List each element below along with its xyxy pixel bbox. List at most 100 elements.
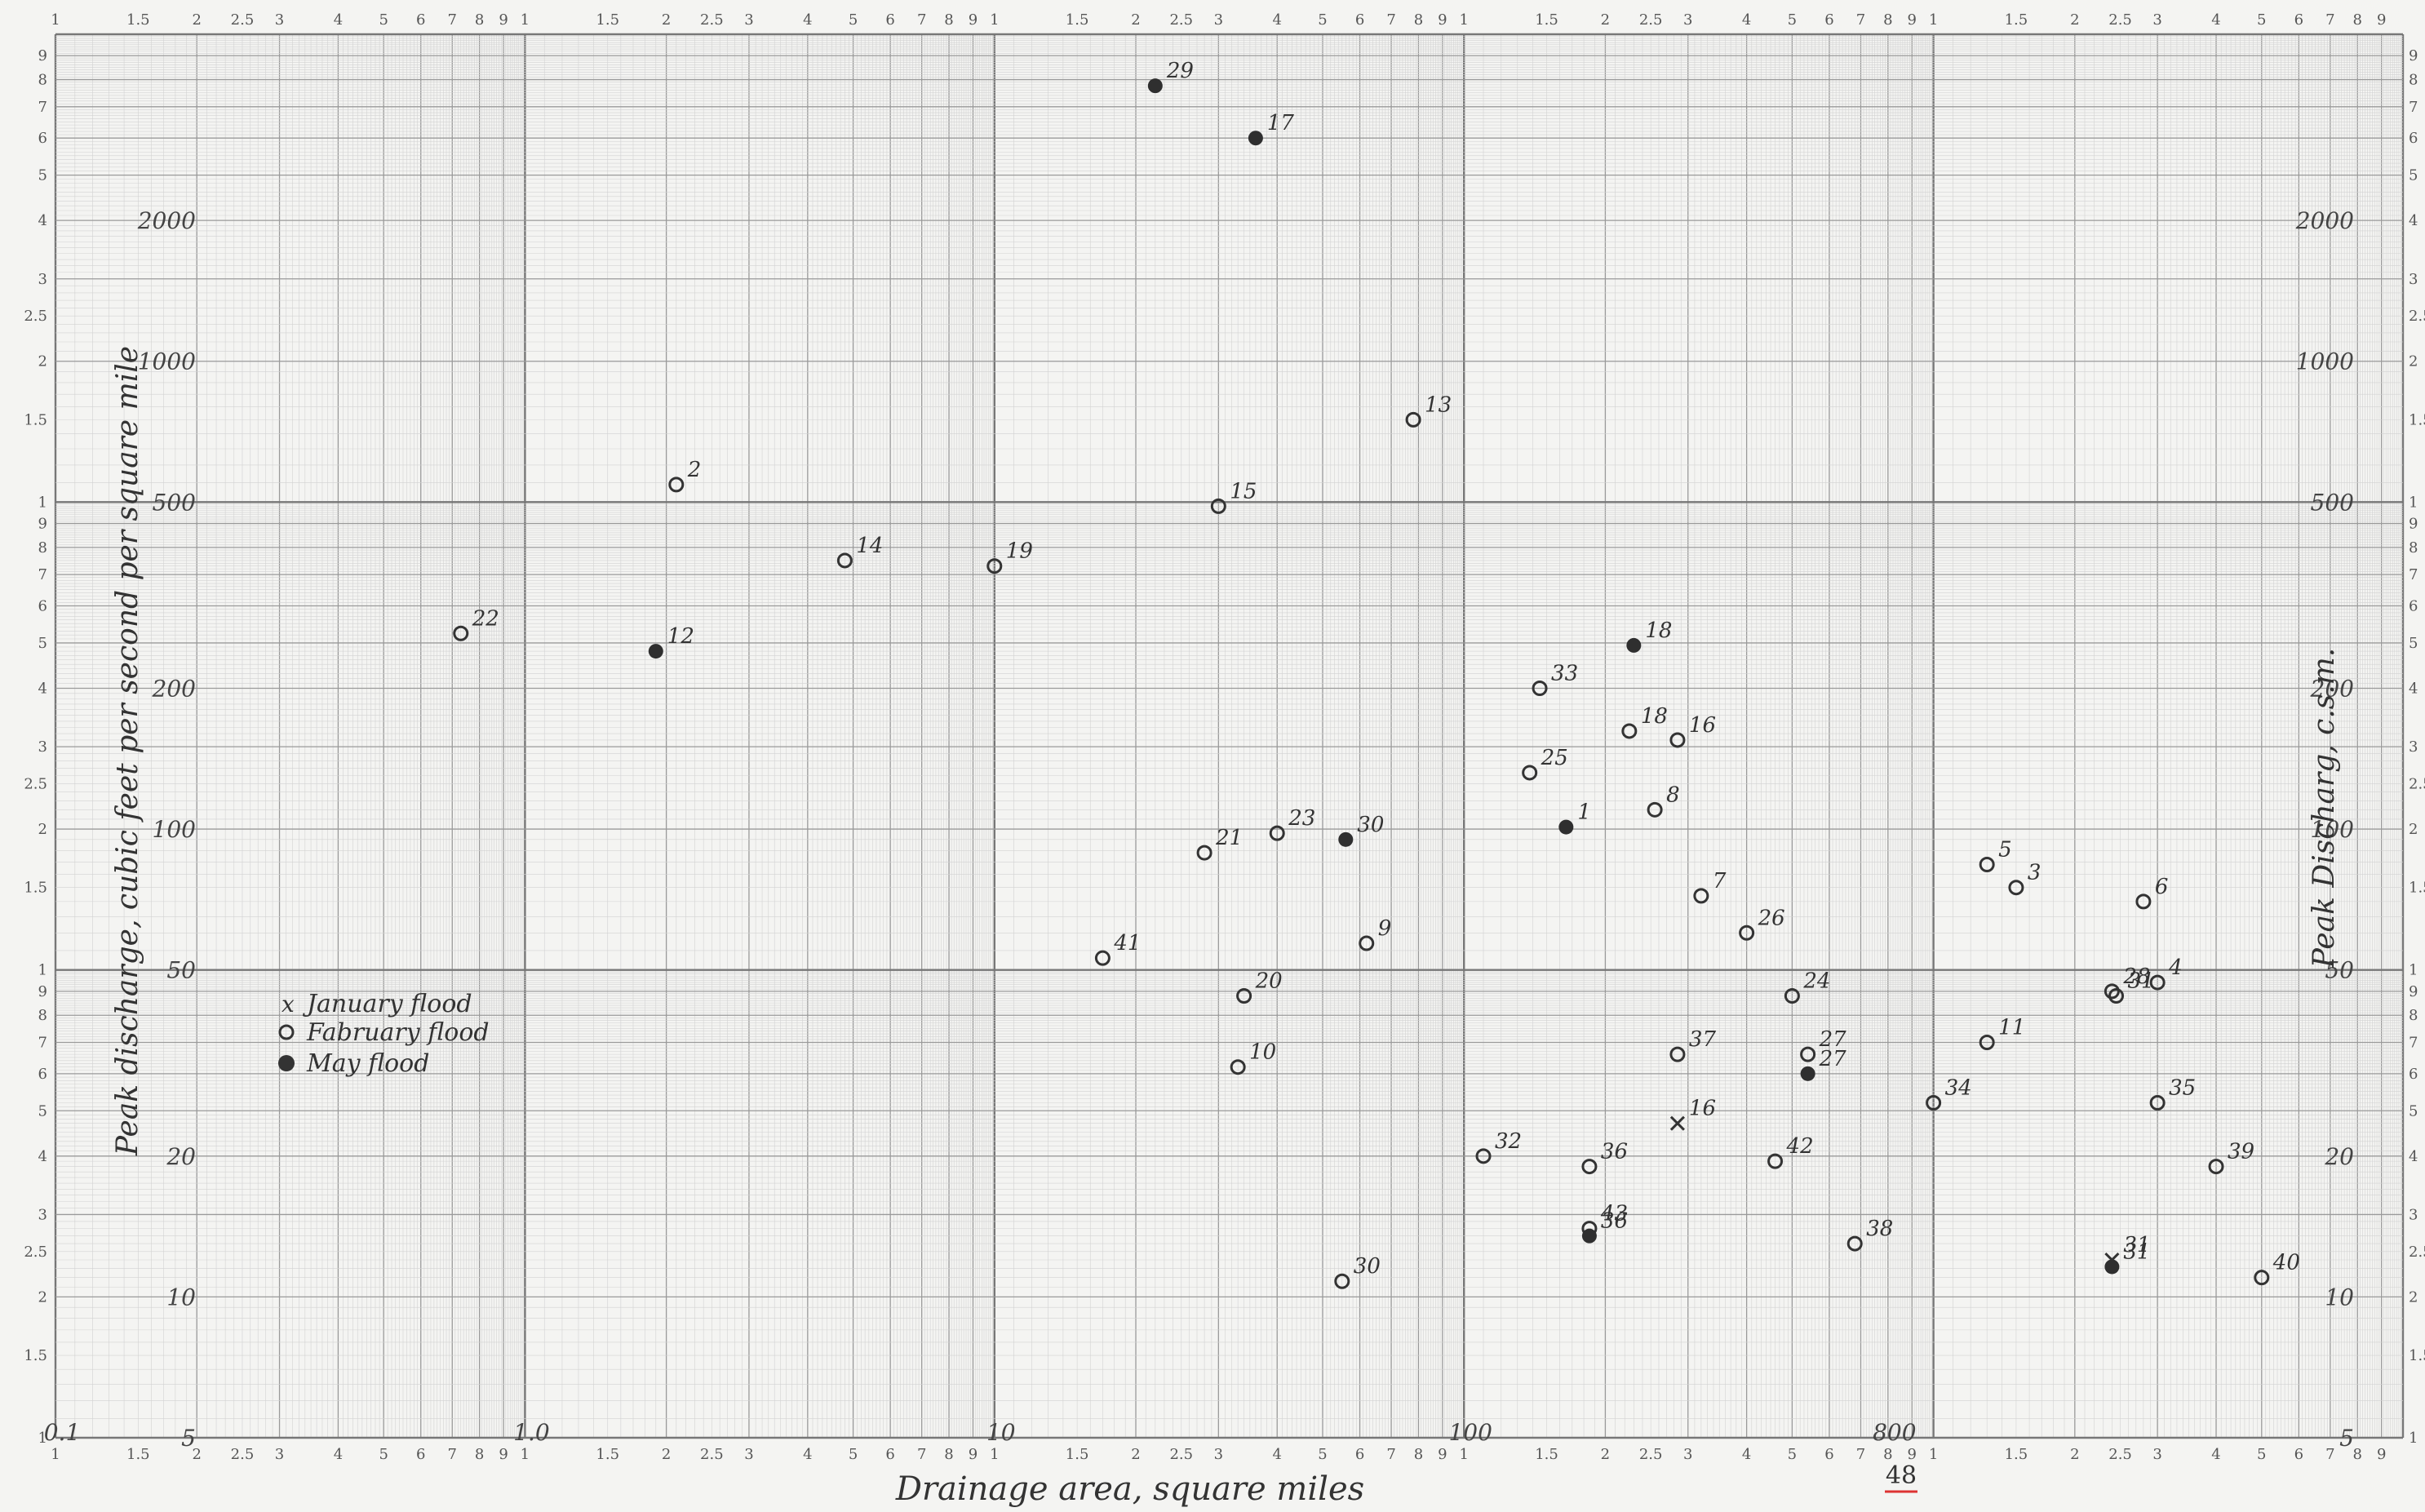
point-label: 9 bbox=[1378, 916, 1392, 941]
tick-label: 8 bbox=[2353, 11, 2362, 29]
point-marker-open bbox=[2254, 1270, 2270, 1286]
legend-x-marker: x bbox=[282, 991, 295, 1018]
tick-label: 9 bbox=[2377, 1446, 2386, 1463]
point-label: 3 bbox=[2028, 861, 2042, 885]
tick-label: 6 bbox=[38, 598, 47, 615]
tick-label: 3 bbox=[2409, 271, 2418, 288]
legend-open-marker bbox=[278, 1024, 295, 1040]
tick-label: 6 bbox=[1355, 1446, 1364, 1463]
tick-label: 4 bbox=[2211, 1446, 2220, 1463]
tick-label: 2.5 bbox=[231, 11, 255, 29]
point-marker-filled bbox=[1558, 819, 1574, 835]
y-value-label-left: 200 bbox=[152, 675, 196, 702]
tick-label: 1 bbox=[38, 962, 47, 979]
tick-label: 1 bbox=[38, 1430, 47, 1447]
point-marker-open bbox=[1196, 845, 1212, 861]
point-label: 36 bbox=[1601, 1140, 1628, 1164]
point-marker-open bbox=[1522, 765, 1538, 781]
tick-label: 2 bbox=[192, 11, 201, 29]
tick-label: 7 bbox=[2409, 1034, 2418, 1051]
tick-label: 2.5 bbox=[2108, 1446, 2132, 1463]
tick-label: 3 bbox=[38, 271, 47, 288]
cycle-tick-labels: 111.51.5222.52.533445566778899111.51.522… bbox=[24, 11, 2425, 1463]
point-marker-filled bbox=[1800, 1066, 1815, 1081]
point-label: 38 bbox=[1866, 1217, 1893, 1241]
legend-may: May flood bbox=[306, 1049, 429, 1078]
point-marker-open bbox=[2149, 1094, 2166, 1111]
point-label: 39 bbox=[2228, 1140, 2254, 1164]
tick-label: 4 bbox=[803, 1446, 812, 1463]
point-label: 42 bbox=[1786, 1134, 1814, 1159]
tick-label: 4 bbox=[38, 1148, 47, 1165]
tick-label: 6 bbox=[885, 1446, 894, 1463]
point-marker-open bbox=[1581, 1159, 1598, 1175]
tick-label: 9 bbox=[1908, 1446, 1917, 1463]
point-label: 31 bbox=[2123, 1233, 2150, 1257]
point-label: 35 bbox=[2169, 1075, 2196, 1100]
tick-label: 2 bbox=[2409, 821, 2418, 838]
point-marker-open bbox=[2135, 893, 2152, 910]
tick-label: 3 bbox=[275, 1446, 284, 1463]
tick-label: 8 bbox=[944, 1446, 953, 1463]
point-label: 28 bbox=[2122, 964, 2150, 989]
tick-label: 5 bbox=[849, 1446, 858, 1463]
tick-label: 8 bbox=[944, 11, 953, 29]
x-value-label: 0.1 bbox=[44, 1419, 81, 1446]
tick-label: 6 bbox=[416, 11, 425, 29]
tick-label: 1 bbox=[521, 1446, 530, 1463]
point-marker-open bbox=[1475, 1148, 1492, 1164]
tick-label: 2 bbox=[662, 11, 671, 29]
tick-label: 8 bbox=[475, 11, 484, 29]
point-label: 25 bbox=[1541, 746, 1568, 770]
point-label: 36 bbox=[1601, 1209, 1628, 1234]
tick-label: 1 bbox=[1929, 11, 1938, 29]
tick-label: 2.5 bbox=[1639, 11, 1663, 29]
tick-label: 7 bbox=[1856, 1446, 1865, 1463]
tick-label: 9 bbox=[2409, 516, 2418, 533]
tick-label: 2.5 bbox=[700, 1446, 724, 1463]
tick-label: 1 bbox=[1459, 11, 1468, 29]
tick-label: 9 bbox=[2377, 11, 2386, 29]
tick-label: 7 bbox=[1856, 11, 1865, 29]
tick-label: 7 bbox=[38, 566, 47, 583]
point-label: 18 bbox=[1645, 619, 1672, 643]
tick-label: 7 bbox=[38, 99, 47, 116]
point-label: 12 bbox=[667, 624, 694, 649]
tick-label: 1 bbox=[51, 11, 60, 29]
tick-label: 2.5 bbox=[1169, 1446, 1193, 1463]
tick-label: 2 bbox=[38, 821, 47, 838]
tick-label: 8 bbox=[38, 1007, 47, 1024]
tick-label: 4 bbox=[38, 680, 47, 697]
point-label: 34 bbox=[1945, 1075, 1972, 1100]
legend: x January flood Fabruary flood May flood bbox=[278, 990, 490, 1078]
tick-label: 8 bbox=[2409, 72, 2418, 89]
tick-label: 4 bbox=[334, 11, 343, 29]
point-label: 22 bbox=[472, 606, 499, 631]
tick-label: 1.5 bbox=[2409, 411, 2425, 428]
tick-label: 4 bbox=[1272, 1446, 1281, 1463]
point-marker-open bbox=[2104, 983, 2120, 1000]
tick-label: 2 bbox=[662, 1446, 671, 1463]
tick-label: 5 bbox=[2257, 1446, 2266, 1463]
tick-label: 2 bbox=[38, 1288, 47, 1306]
tick-label: 6 bbox=[1824, 11, 1833, 29]
tick-label: 5 bbox=[1788, 11, 1797, 29]
tick-label: 2.5 bbox=[2409, 308, 2425, 325]
tick-label: 6 bbox=[2409, 1066, 2418, 1083]
log-grid bbox=[54, 33, 2405, 1439]
tick-label: 6 bbox=[1355, 11, 1364, 29]
tick-label: 6 bbox=[2409, 598, 2418, 615]
y-value-label-left: 50 bbox=[166, 957, 196, 984]
x-value-label: 1.0 bbox=[513, 1419, 550, 1446]
tick-label: 9 bbox=[1908, 11, 1917, 29]
point-marker-open bbox=[986, 558, 1003, 574]
point-marker-open bbox=[1094, 950, 1111, 966]
tick-label: 2 bbox=[1131, 1446, 1140, 1463]
legend-january: January flood bbox=[302, 990, 472, 1018]
tick-label: 5 bbox=[849, 11, 858, 29]
point-marker-open bbox=[1359, 935, 1375, 951]
tick-label: 5 bbox=[379, 1446, 388, 1463]
point-marker-open bbox=[1669, 1046, 1686, 1062]
tick-label: 2.5 bbox=[2409, 1244, 2425, 1261]
